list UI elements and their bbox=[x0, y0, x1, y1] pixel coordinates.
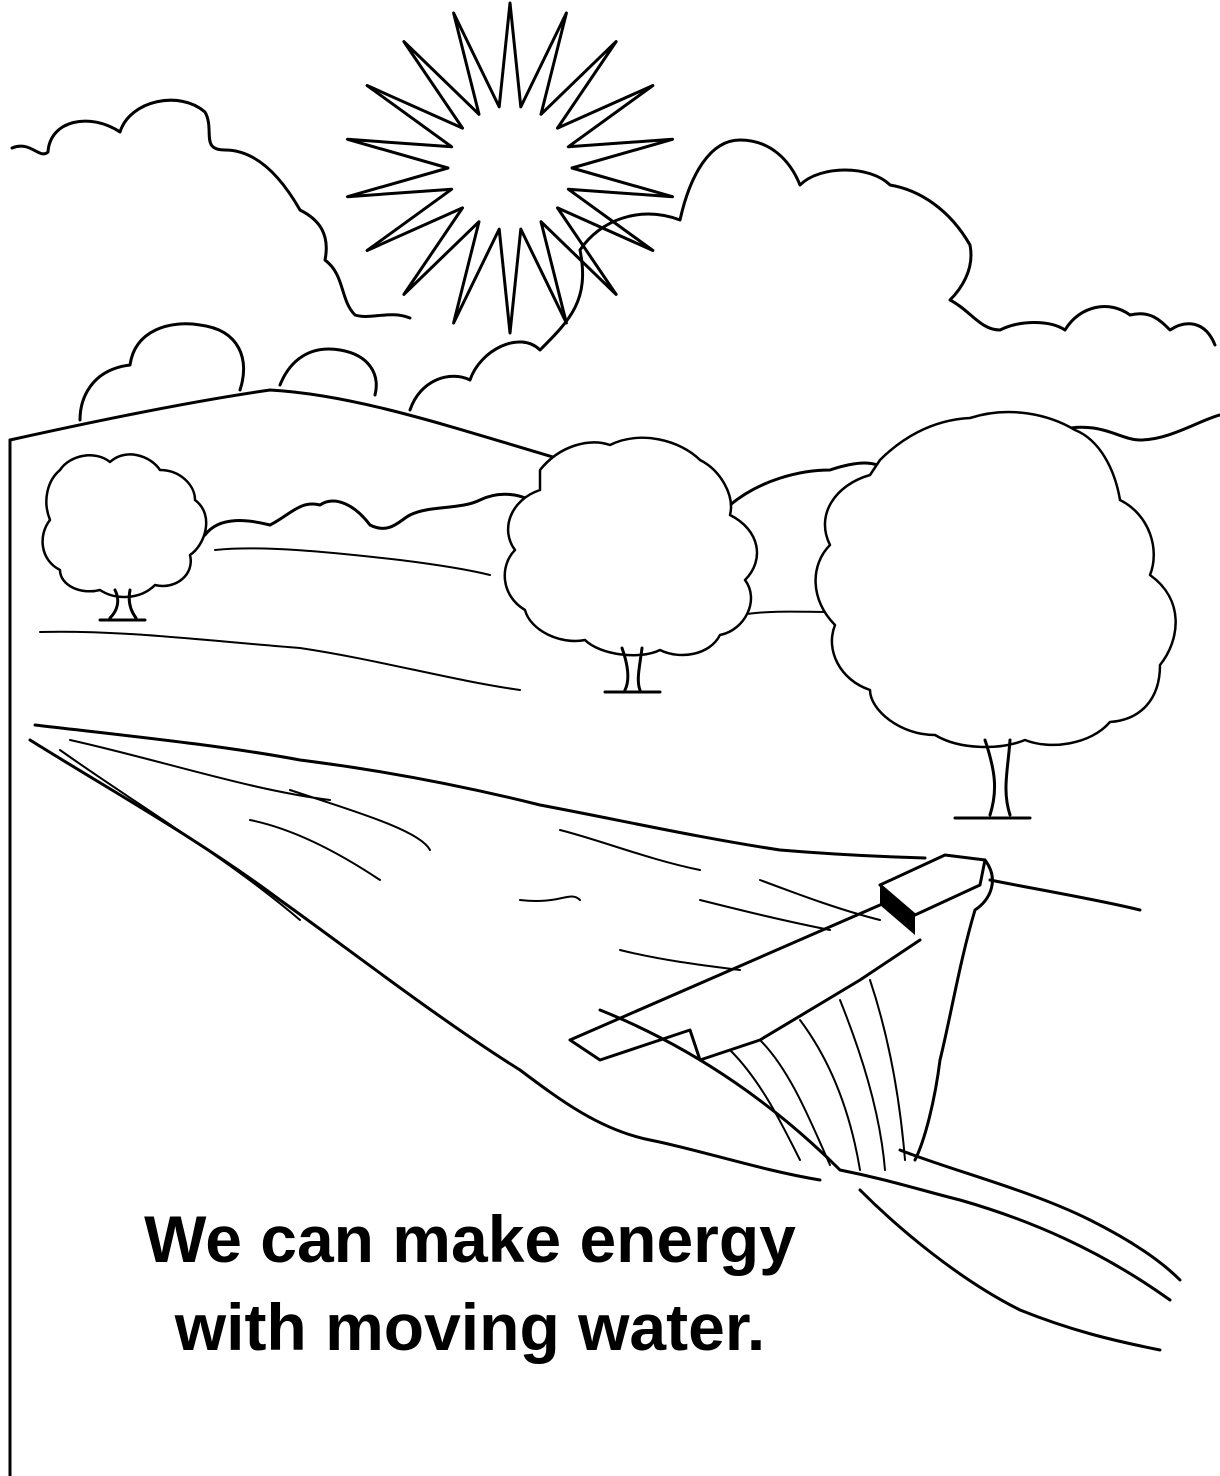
page: We can make energy with moving water. ((… bbox=[0, 0, 1220, 1476]
caption-line: with moving water. bbox=[174, 1290, 765, 1364]
hill bbox=[10, 390, 580, 465]
far-shore bbox=[990, 880, 1140, 910]
caption-line: We can make energy bbox=[144, 1202, 796, 1276]
river-near-bank bbox=[30, 740, 820, 1180]
river-ripples bbox=[60, 740, 880, 970]
clouds-back bbox=[80, 140, 1215, 420]
river-far-bank bbox=[35, 725, 925, 858]
clouds-left bbox=[12, 100, 410, 318]
sun bbox=[348, 3, 673, 333]
tree-small bbox=[43, 454, 207, 620]
tree-large bbox=[816, 412, 1176, 818]
coloring-page: We can make energy with moving water. bbox=[0, 0, 1220, 1476]
tree-middle bbox=[505, 438, 757, 692]
